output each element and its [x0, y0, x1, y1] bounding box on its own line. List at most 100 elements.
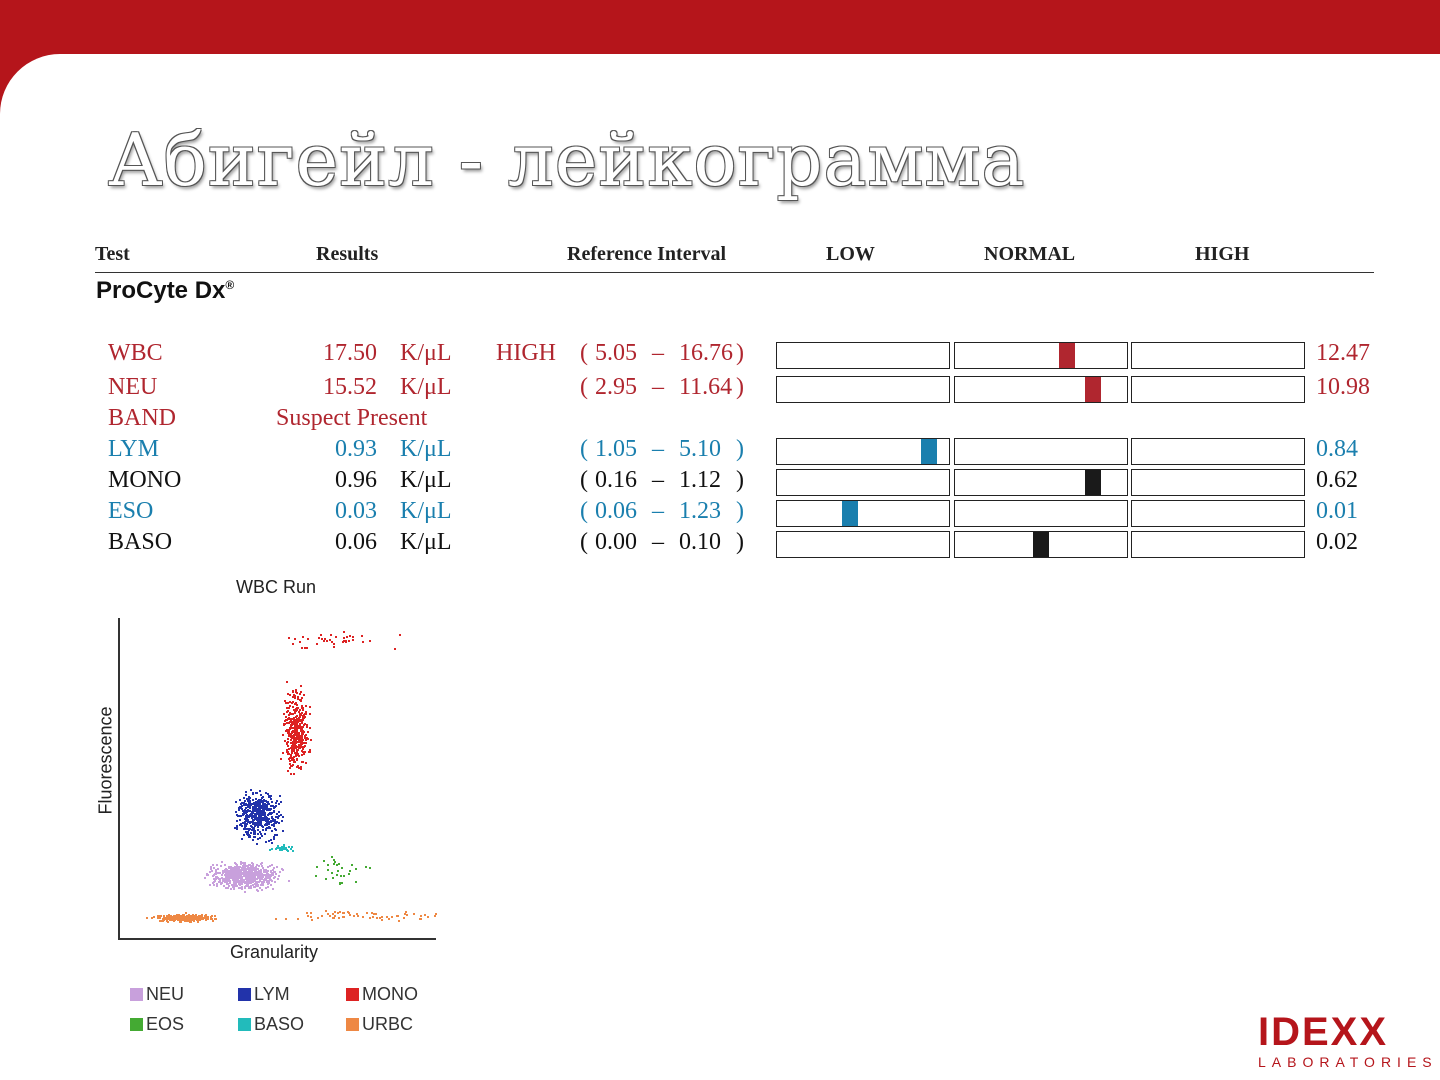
extra-value: 0.62: [1316, 467, 1358, 493]
ref-low: 1.05: [595, 436, 637, 462]
result-value: 0.06: [335, 529, 377, 555]
ref-close: ): [736, 498, 744, 524]
top-banner: [0, 0, 1440, 54]
ref-low: 5.05: [595, 340, 637, 366]
legend-item-neu: NEU: [130, 984, 184, 1005]
range-marker: [1032, 532, 1049, 557]
legend-label: MONO: [362, 984, 418, 1004]
ref-dash: –: [652, 436, 664, 462]
legend-item-eos: EOS: [130, 1014, 184, 1035]
ref-close: ): [736, 340, 744, 366]
ref-low: 0.00: [595, 529, 637, 555]
result-unit: K/μL: [400, 340, 452, 366]
result-unit: K/μL: [400, 529, 452, 555]
ref-low: 2.95: [595, 374, 637, 400]
normal-box: [954, 469, 1128, 496]
low-box: [776, 469, 950, 496]
header-test: Test: [95, 243, 130, 265]
x-axis-label: Granularity: [230, 942, 319, 962]
high-box: [1131, 438, 1305, 465]
ref-high: 1.12: [679, 467, 721, 493]
test-name: BAND: [108, 405, 177, 431]
ref-dash: –: [652, 498, 664, 524]
legend-label: BASO: [254, 1014, 305, 1034]
legend-swatch: [346, 988, 359, 1001]
header-normal: NORMAL: [984, 243, 1076, 265]
extra-value: 0.84: [1316, 436, 1358, 462]
ref-open: (: [580, 374, 588, 400]
extra-value: 0.01: [1316, 498, 1358, 524]
test-name: MONO: [108, 467, 182, 493]
legend-label: EOS: [146, 1014, 185, 1034]
normal-box: [954, 500, 1128, 527]
result-unit: K/μL: [400, 467, 452, 493]
idexx-logo: IDEXX LABORATORIES: [1258, 1012, 1438, 1070]
range-marker: [1085, 470, 1102, 495]
legend-label: LYM: [254, 984, 290, 1004]
ref-open: (: [580, 340, 588, 366]
legend-swatch: [130, 1018, 143, 1031]
result-value: 15.52: [323, 374, 377, 400]
low-box: [776, 438, 950, 465]
normal-box: [954, 438, 1128, 465]
logo-wordmark: IDEXX: [1258, 1010, 1389, 1054]
ref-low: 0.06: [595, 498, 637, 524]
ref-close: ): [736, 467, 744, 493]
result-value: 17.50: [323, 340, 377, 366]
low-box: [776, 531, 950, 558]
extra-value: 0.02: [1316, 529, 1358, 555]
ref-open: (: [580, 436, 588, 462]
normal-box: [954, 342, 1128, 369]
result-value: 0.96: [335, 467, 377, 493]
normal-box: [954, 376, 1128, 403]
ref-low: 0.16: [595, 467, 637, 493]
range-marker: [842, 501, 859, 526]
ref-high: 16.76: [679, 340, 733, 366]
slide-title: Абигейл - лейкограмма: [108, 118, 1026, 202]
ref-open: (: [580, 498, 588, 524]
ref-high: 1.23: [679, 498, 721, 524]
test-name: NEU: [108, 374, 158, 400]
result-row-baso: BASO 0.06 K/μL (0.00–0.10) 0.02: [0, 529, 1440, 559]
ref-dash: –: [652, 467, 664, 493]
result-row-eso: ESO 0.03 K/μL (0.06–1.23) 0.01: [0, 498, 1440, 528]
ref-close: ): [736, 529, 744, 555]
result-flag: HIGH: [496, 340, 556, 366]
header-low: LOW: [826, 243, 875, 265]
ref-dash: –: [652, 374, 664, 400]
legend-item-urbc: URBC: [346, 1014, 413, 1035]
result-value: Suspect Present: [276, 405, 428, 431]
legend-label: URBC: [362, 1014, 414, 1034]
range-marker: [921, 439, 938, 464]
high-box: [1131, 342, 1305, 369]
result-value: 0.93: [335, 436, 377, 462]
header-divider: [95, 272, 1374, 273]
legend-swatch: [130, 988, 143, 1001]
result-row-lym: LYM 0.93 K/μL (1.05–5.10) 0.84: [0, 436, 1440, 466]
range-marker: [1058, 343, 1075, 368]
ref-dash: –: [652, 340, 664, 366]
result-unit: K/μL: [400, 374, 452, 400]
ref-open: (: [580, 467, 588, 493]
plot-title: WBC Run: [236, 577, 317, 597]
legend-label: NEU: [146, 984, 185, 1004]
test-name: BASO: [108, 529, 173, 555]
low-box: [776, 342, 950, 369]
y-axis-label: Fluorescence: [95, 706, 116, 815]
high-box: [1131, 500, 1305, 527]
result-row-neu: NEU 15.52 K/μL (2.95–11.64) 10.98: [0, 374, 1440, 404]
high-box: [1131, 376, 1305, 403]
extra-value: 12.47: [1316, 340, 1370, 366]
result-row-band: BAND Suspect Present: [0, 405, 1440, 435]
high-box: [1131, 469, 1305, 496]
legend-swatch: [346, 1018, 359, 1031]
header-results: Results: [316, 243, 379, 265]
y-axis: [118, 618, 120, 940]
ref-high: 11.64: [679, 374, 733, 400]
header-high: HIGH: [1195, 243, 1250, 265]
result-value: 0.03: [335, 498, 377, 524]
ref-dash: –: [652, 529, 664, 555]
low-box: [776, 500, 950, 527]
legend-swatch: [238, 988, 251, 1001]
test-name: LYM: [108, 436, 159, 462]
